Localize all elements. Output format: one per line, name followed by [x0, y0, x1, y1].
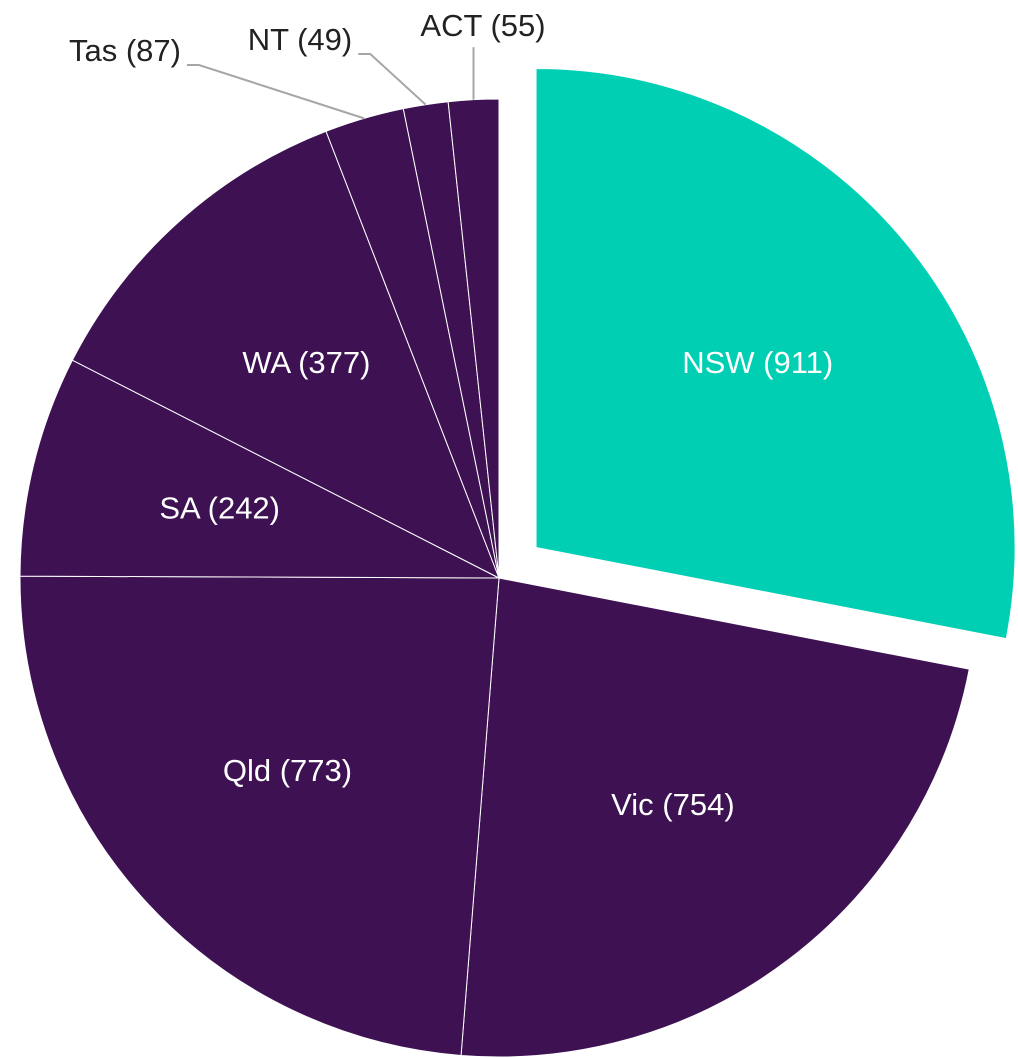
pie-slice — [535, 67, 1016, 640]
data-label: NT (49) — [248, 22, 353, 57]
data-label: Vic (754) — [611, 787, 735, 822]
pie-slice — [19, 359, 500, 579]
data-label: Tas (87) — [69, 33, 181, 68]
data-label: ACT (55) — [420, 8, 545, 43]
pie-slice — [71, 130, 500, 580]
pie-slice — [460, 577, 970, 1058]
data-label: WA (377) — [242, 345, 370, 380]
data-label: NSW (911) — [682, 345, 833, 380]
data-label: Qld (773) — [223, 753, 352, 788]
pie-slice — [447, 98, 500, 579]
data-label: SA (242) — [159, 490, 280, 525]
pie-slice — [19, 575, 500, 1057]
leader-line — [358, 53, 427, 106]
leader-line — [186, 64, 365, 120]
